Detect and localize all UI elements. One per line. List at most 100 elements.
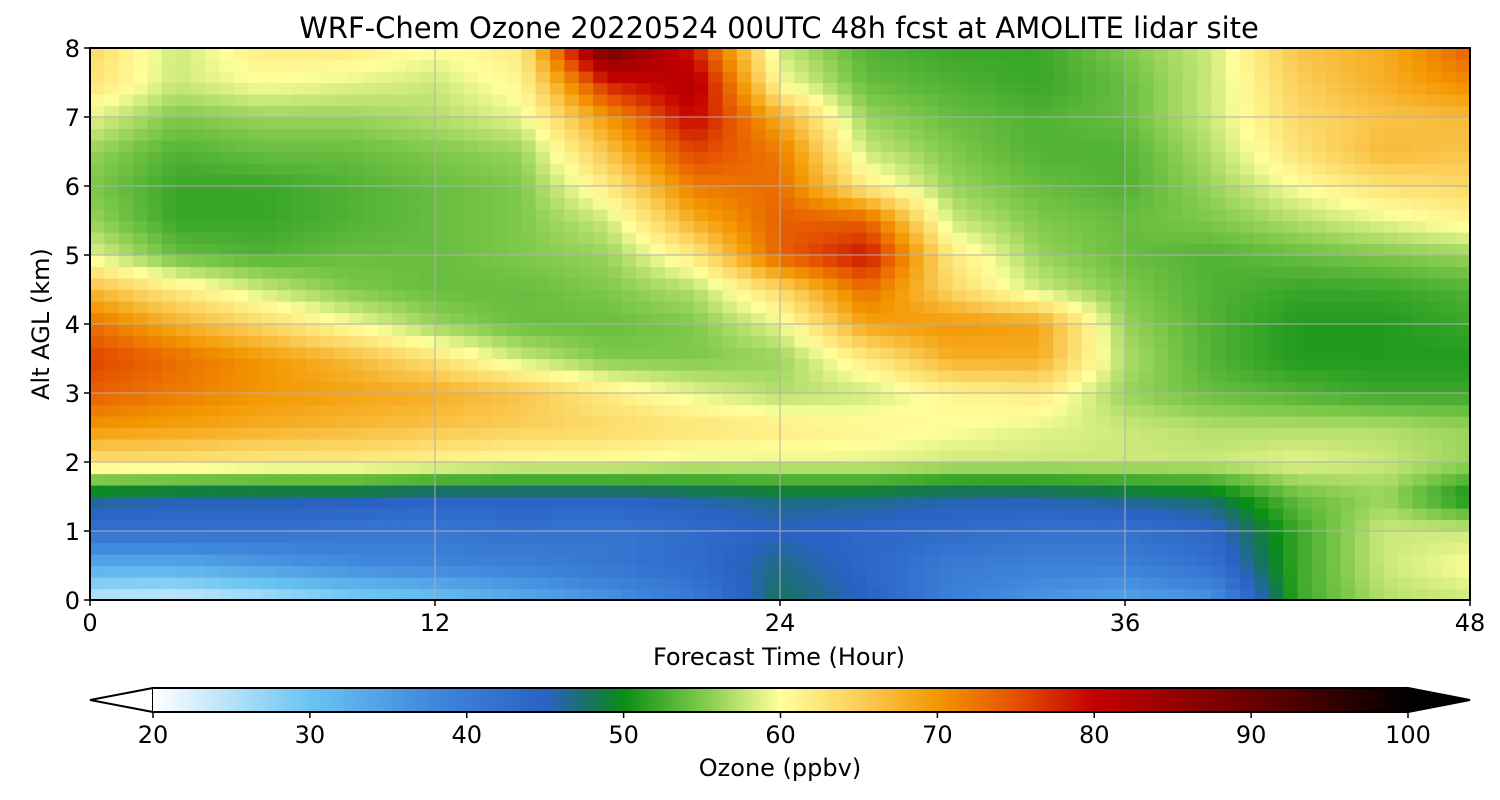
heatmap-cell	[736, 473, 752, 486]
heatmap-cell	[650, 370, 666, 383]
heatmap-cell	[248, 59, 264, 72]
heatmap-cell	[621, 485, 637, 498]
heatmap-cell	[420, 48, 436, 61]
heatmap-cell	[104, 450, 120, 463]
heatmap-cell	[981, 577, 997, 590]
heatmap-cell	[1254, 381, 1270, 394]
heatmap-cell	[780, 163, 795, 176]
heatmap-cell	[320, 554, 335, 567]
heatmap-cell	[1067, 335, 1083, 348]
heatmap-cell	[880, 519, 896, 532]
heatmap-cell	[621, 519, 637, 532]
heatmap-cell	[305, 324, 321, 337]
heatmap-cell	[262, 324, 278, 337]
heatmap-cell	[1340, 232, 1356, 245]
heatmap-cell	[607, 71, 623, 84]
heatmap-cell	[866, 588, 882, 601]
heatmap-cell	[320, 209, 335, 222]
heatmap-cell	[1067, 151, 1083, 164]
heatmap-cell	[348, 531, 364, 544]
heatmap-cell	[722, 220, 738, 233]
heatmap-cell	[506, 140, 522, 153]
heatmap-cell	[1355, 278, 1370, 291]
heatmap-cell	[176, 128, 192, 141]
heatmap-cell	[391, 588, 407, 601]
heatmap-cell	[1182, 519, 1198, 532]
heatmap-cell	[1053, 197, 1069, 210]
heatmap-cell	[708, 312, 724, 325]
heatmap-cell	[1441, 301, 1457, 314]
heatmap-cell	[506, 370, 522, 383]
heatmap-cell	[391, 473, 407, 486]
heatmap-cell	[104, 577, 120, 590]
heatmap-cell	[233, 209, 249, 222]
heatmap-cell	[851, 347, 867, 360]
heatmap-cell	[435, 393, 450, 406]
heatmap-cell	[1340, 335, 1356, 348]
heatmap-cell	[1139, 565, 1155, 578]
heatmap-cell	[1240, 255, 1255, 268]
heatmap-cell	[837, 393, 853, 406]
heatmap-cell	[1398, 358, 1414, 371]
heatmap-cell	[233, 163, 249, 176]
heatmap-cell	[550, 71, 565, 84]
heatmap-cell	[391, 358, 407, 371]
heatmap-cell	[1340, 565, 1356, 578]
heatmap-cell	[1441, 151, 1457, 164]
heatmap-cell	[607, 588, 623, 601]
heatmap-cell	[607, 151, 623, 164]
heatmap-cell	[1326, 519, 1342, 532]
heatmap-cell	[506, 508, 522, 521]
heatmap-cell	[981, 347, 997, 360]
heatmap-cell	[363, 105, 379, 118]
heatmap-cell	[593, 554, 609, 567]
heatmap-cell	[1240, 450, 1255, 463]
heatmap-cell	[161, 588, 177, 601]
heatmap-cell	[435, 232, 450, 245]
heatmap-cell	[780, 508, 795, 521]
heatmap-cell	[693, 439, 709, 452]
heatmap-cell	[866, 565, 882, 578]
heatmap-cell	[521, 427, 537, 440]
heatmap-cell	[1355, 105, 1370, 118]
heatmap-cell	[751, 416, 767, 429]
heatmap-cell	[1441, 232, 1457, 245]
heatmap-cell	[751, 427, 767, 440]
heatmap-cell	[1268, 347, 1284, 360]
heatmap-cell	[377, 232, 393, 245]
heatmap-cell	[219, 197, 235, 210]
heatmap-cell	[435, 289, 450, 302]
heatmap-cell	[1383, 151, 1399, 164]
heatmap-cell	[1125, 128, 1140, 141]
heatmap-cell	[190, 59, 206, 72]
heatmap-cell	[248, 462, 264, 475]
heatmap-cell	[1340, 485, 1356, 498]
heatmap-cell	[1240, 174, 1255, 187]
heatmap-cell	[305, 232, 321, 245]
heatmap-cell	[794, 565, 810, 578]
heatmap-cell	[506, 82, 522, 95]
heatmap-cell	[751, 105, 767, 118]
heatmap-cell	[1168, 404, 1184, 417]
heatmap-cell	[1240, 542, 1255, 555]
heatmap-cell	[521, 163, 537, 176]
heatmap-cell	[751, 404, 767, 417]
heatmap-cell	[708, 209, 724, 222]
heatmap-cell	[650, 381, 666, 394]
heatmap-cell	[478, 105, 494, 118]
heatmap-cell	[650, 347, 666, 360]
heatmap-cell	[765, 105, 781, 118]
heatmap-cell	[176, 186, 192, 199]
heatmap-cell	[1426, 450, 1442, 463]
heatmap-cell	[219, 278, 235, 291]
heatmap-cell	[938, 439, 954, 452]
heatmap-cell	[866, 473, 882, 486]
heatmap-cell	[478, 59, 494, 72]
heatmap-cell	[1441, 439, 1457, 452]
heatmap-cell	[1340, 324, 1356, 337]
heatmap-cell	[190, 565, 206, 578]
heatmap-cell	[952, 140, 968, 153]
heatmap-cell	[320, 439, 335, 452]
heatmap-cell	[837, 312, 853, 325]
heatmap-cell	[1196, 416, 1212, 429]
